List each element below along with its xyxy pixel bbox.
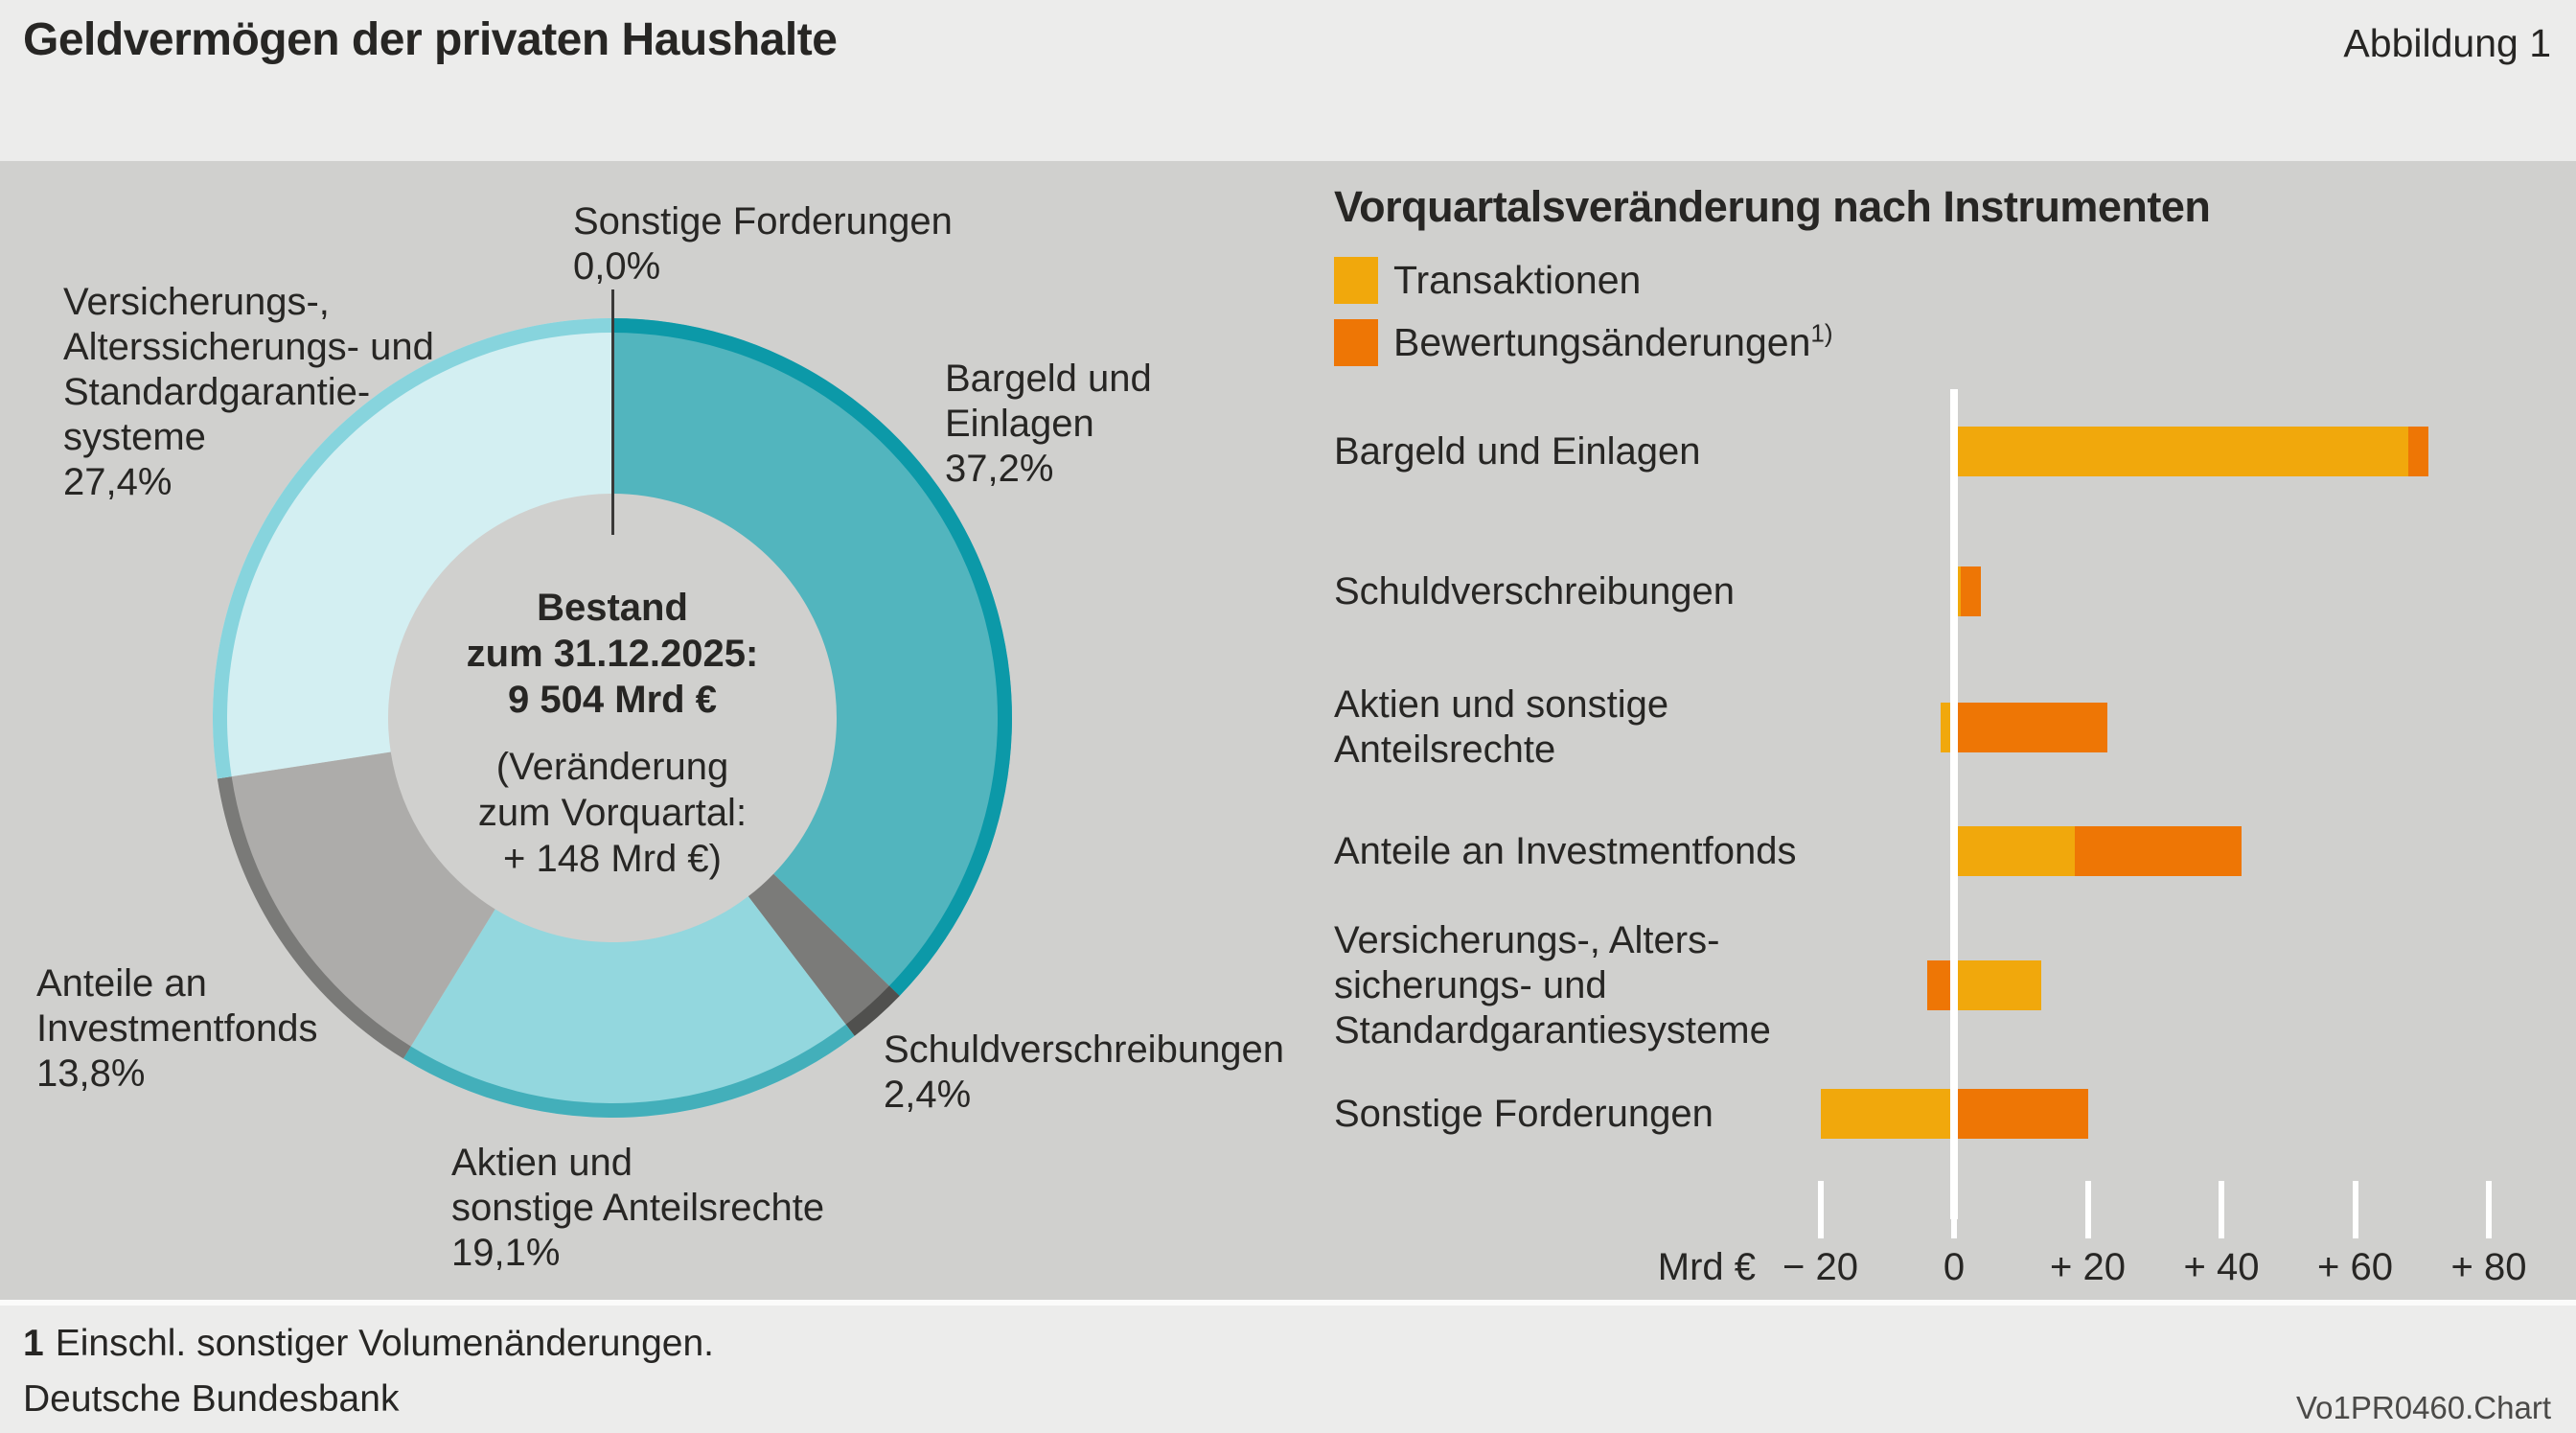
axis-tick-label: + 80 bbox=[2450, 1246, 2527, 1288]
legend-label-transaktionen: Transaktionen bbox=[1393, 257, 1641, 304]
bar-label-text: Sonstige Forderungen bbox=[1334, 1093, 1714, 1135]
bar-segment-transaktionen bbox=[1954, 826, 2075, 876]
axis-unit-label: Mrd € bbox=[1657, 1246, 1756, 1288]
donut-label-text: Versicherungs-, bbox=[63, 281, 330, 323]
bar-label-schuldverschreibungen: Schuldverschreibungen bbox=[1334, 569, 1735, 614]
bar-label-text: Anteilsrechte bbox=[1334, 728, 1556, 771]
donut-label-pct: 13,8% bbox=[36, 1052, 146, 1095]
legend-text: Transaktionen bbox=[1393, 258, 1642, 302]
donut-center-text: Bestand zum 31.12.2025: 9 504 Mrd € (Ver… bbox=[411, 585, 814, 882]
bar-segment-bewertungsaenderungen bbox=[1960, 566, 1981, 616]
footnote-text: Einschl. sonstiger Volumenänderungen. bbox=[55, 1323, 714, 1364]
footnote: 1 Einschl. sonstiger Volumenänderungen. bbox=[23, 1323, 714, 1365]
donut-label-aktien: Aktien und sonstige Anteilsrechte 19,1% bbox=[451, 1141, 824, 1276]
bar-label-aktien: Aktien und sonstige Anteilsrechte bbox=[1334, 682, 1668, 773]
footnote-superscript: 1) bbox=[1810, 318, 1833, 348]
bar-segment-transaktionen bbox=[1954, 960, 2041, 1010]
donut-label-text: Bargeld und bbox=[945, 358, 1152, 400]
legend-label-bewertungsaenderungen: Bewertungsänderungen1) bbox=[1393, 319, 1833, 366]
donut-label-pct: 27,4% bbox=[63, 461, 172, 503]
page-title: Geldvermögen der privaten Haushalte bbox=[23, 14, 838, 65]
axis-tick bbox=[1817, 1181, 1824, 1238]
donut-label-pct: 2,4% bbox=[884, 1074, 972, 1116]
donut-label-pct: 37,2% bbox=[945, 448, 1054, 490]
donut-center-line: (Veränderung bbox=[495, 746, 729, 788]
footer: 1 Einschl. sonstiger Volumenänderungen. D… bbox=[0, 1306, 2576, 1433]
leader-line-sonstige-forderungen bbox=[611, 289, 614, 535]
axis-tick bbox=[2486, 1181, 2492, 1238]
bar-label-text: Versicherungs-, Alters- bbox=[1334, 919, 1720, 961]
axis-tick bbox=[2352, 1181, 2358, 1238]
bar-label-text: Standardgarantiesysteme bbox=[1334, 1009, 1771, 1052]
bar-segment-bewertungsaenderungen bbox=[1927, 960, 1954, 1010]
donut-center-regular-block: (Veränderung zum Vorquartal: + 148 Mrd €… bbox=[411, 744, 814, 882]
donut-label-text: Investmentfonds bbox=[36, 1007, 318, 1050]
source-label: Deutsche Bundesbank bbox=[23, 1378, 400, 1420]
bar-label-versicherungssysteme: Versicherungs-, Alters- sicherungs- und … bbox=[1334, 918, 1771, 1053]
donut-label-text: Schuldverschreibungen bbox=[884, 1029, 1285, 1071]
donut-label-schuldverschreibungen: Schuldverschreibungen 2,4% bbox=[884, 1028, 1284, 1118]
header: Geldvermögen der privaten Haushalte Abbi… bbox=[0, 0, 2576, 161]
donut-center-line: 9 504 Mrd € bbox=[508, 679, 717, 721]
donut-center-line: zum Vorquartal: bbox=[477, 792, 748, 834]
bar-label-bargeld-und-einlagen: Bargeld und Einlagen bbox=[1334, 429, 1701, 474]
donut-center-bold-block: Bestand zum 31.12.2025: 9 504 Mrd € bbox=[411, 585, 814, 723]
bar-segment-transaktionen bbox=[1820, 1089, 1954, 1139]
bar-label-sonstige-forderungen: Sonstige Forderungen bbox=[1334, 1092, 1714, 1137]
axis-tick-label: 0 bbox=[1943, 1246, 1966, 1288]
footnote-marker: 1 bbox=[23, 1323, 44, 1364]
axis-tick-label: − 20 bbox=[1782, 1246, 1858, 1288]
axis-tick-label: + 40 bbox=[2183, 1246, 2260, 1288]
bar-chart-title: Vorquartalsveränderung nach Instrumenten bbox=[1334, 182, 2211, 231]
bar-label-text: sicherungs- und bbox=[1334, 964, 1607, 1006]
bar-segment-bewertungsaenderungen bbox=[1954, 1089, 2088, 1139]
axis-tick bbox=[2084, 1181, 2091, 1238]
bar-segment-bewertungsaenderungen bbox=[2074, 826, 2242, 876]
donut-label-text: Einlagen bbox=[945, 403, 1094, 445]
donut-label-versicherungssysteme: Versicherungs-, Alterssicherungs- und St… bbox=[63, 280, 434, 505]
donut-label-pct: 19,1% bbox=[451, 1232, 561, 1274]
bar-label-text: Bargeld und Einlagen bbox=[1334, 430, 1701, 473]
donut-label-text: Sonstige Forderungen bbox=[573, 200, 953, 243]
donut-label-pct: 0,0% bbox=[573, 245, 661, 288]
legend-text: Bewertungsänderungen bbox=[1393, 320, 1811, 364]
bar-segment-bewertungsaenderungen bbox=[1954, 703, 2108, 752]
axis-tick-label: + 20 bbox=[2050, 1246, 2126, 1288]
chart-code: Vo1PR0460.Chart bbox=[2295, 1390, 2551, 1425]
bar-segment-transaktionen bbox=[1954, 427, 2409, 476]
donut-label-sonstige-forderungen: Sonstige Forderungen 0,0% bbox=[573, 199, 953, 289]
zero-axis-line bbox=[1950, 389, 1958, 1219]
donut-center-line: + 148 Mrd €) bbox=[503, 838, 722, 880]
donut-label-investmentfonds: Anteile an Investmentfonds 13,8% bbox=[36, 961, 318, 1097]
donut-label-text: Alterssicherungs- und bbox=[63, 326, 434, 368]
donut-center-line: zum 31.12.2025: bbox=[466, 633, 759, 675]
axis-tick bbox=[2219, 1181, 2224, 1238]
figure-number-label: Abbildung 1 bbox=[2343, 21, 2551, 65]
bar-label-text: Anteile an Investmentfonds bbox=[1334, 830, 1797, 872]
donut-label-text: sonstige Anteilsrechte bbox=[451, 1187, 825, 1229]
donut-label-bargeld-und-einlagen: Bargeld und Einlagen 37,2% bbox=[945, 357, 1152, 492]
bar-label-investmentfonds: Anteile an Investmentfonds bbox=[1334, 829, 1797, 874]
donut-label-text: systeme bbox=[63, 416, 206, 458]
legend-swatch-bewertungsaenderungen bbox=[1334, 319, 1378, 366]
donut-label-text: Anteile an bbox=[36, 962, 207, 1005]
bar-label-text: Schuldverschreibungen bbox=[1334, 570, 1736, 612]
donut-label-text: Standardgarantie- bbox=[63, 371, 371, 413]
bar-label-text: Aktien und sonstige bbox=[1334, 683, 1669, 726]
axis-tick-label: + 60 bbox=[2317, 1246, 2393, 1288]
donut-label-text: Aktien und bbox=[451, 1142, 633, 1184]
legend-swatch-transaktionen bbox=[1334, 257, 1378, 304]
bar-segment-bewertungsaenderungen bbox=[2408, 427, 2429, 476]
donut-center-line: Bestand bbox=[537, 587, 688, 629]
